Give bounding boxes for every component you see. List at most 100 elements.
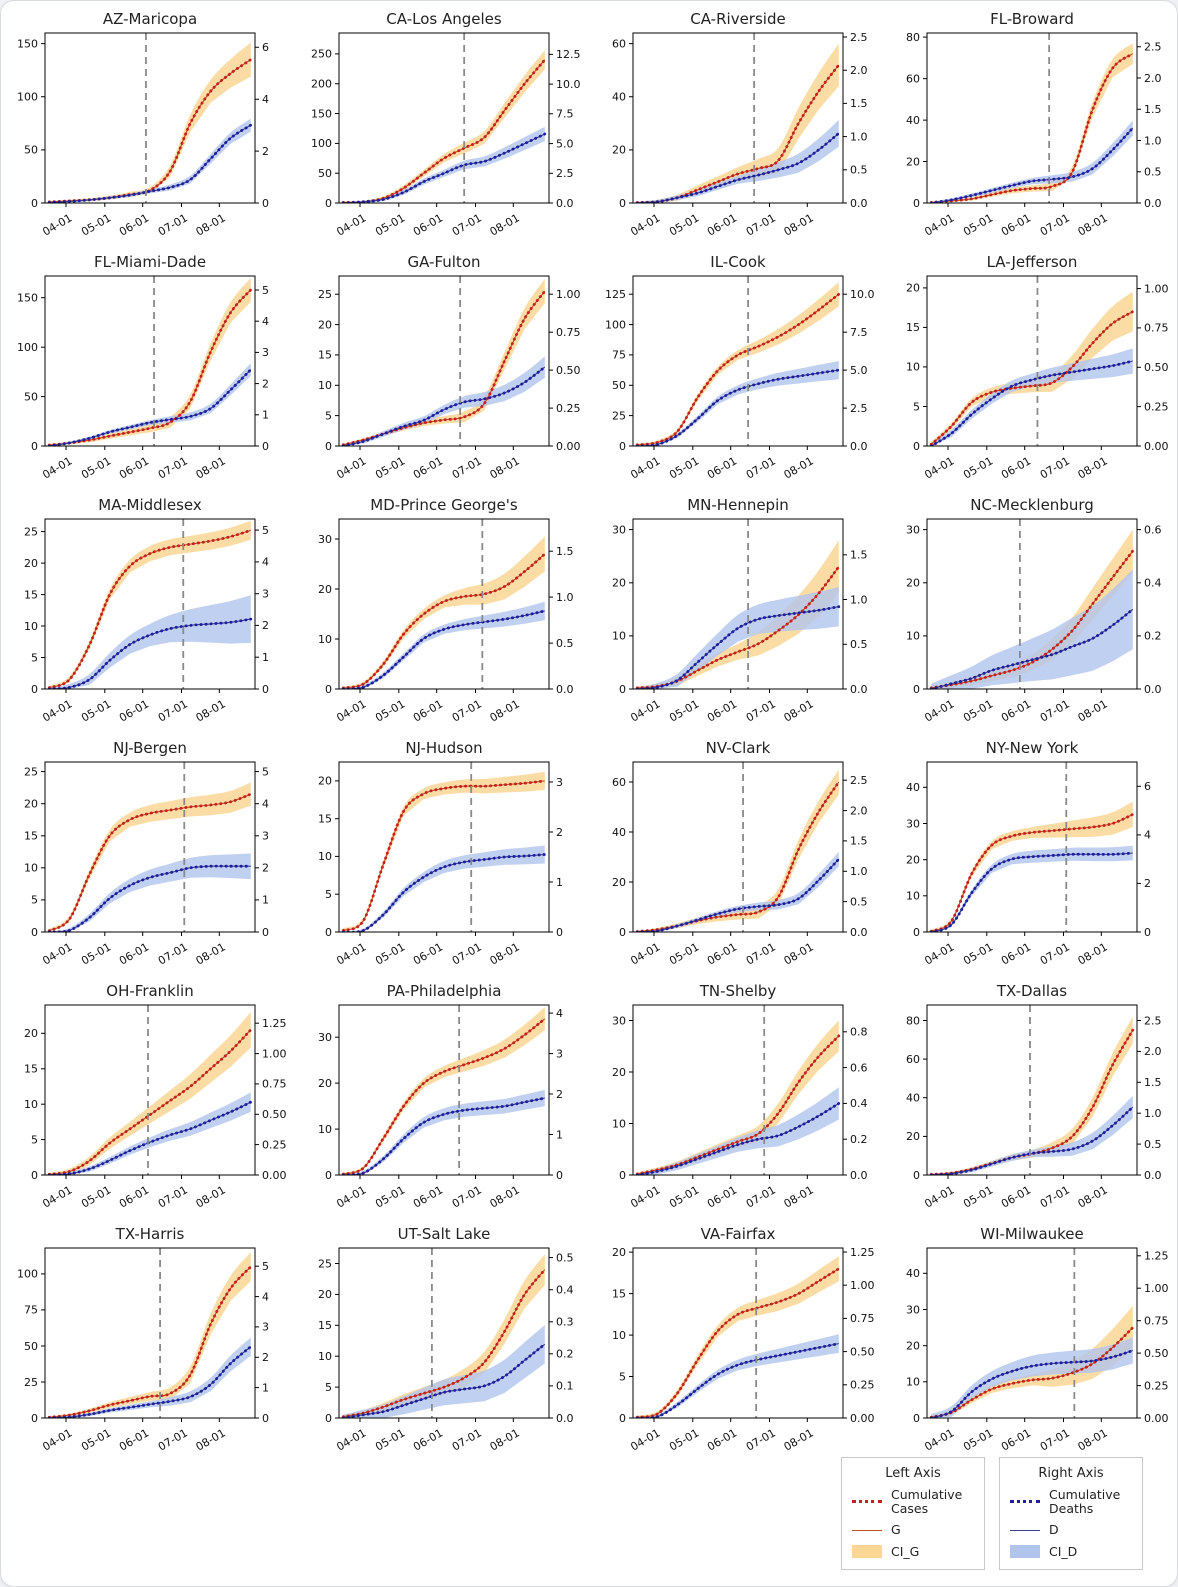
svg-text:06-01: 06-01 bbox=[411, 697, 445, 724]
ci-d-band bbox=[931, 845, 1133, 932]
ci-d-band bbox=[343, 601, 545, 689]
svg-text:2: 2 bbox=[262, 619, 269, 632]
svg-text:06-01: 06-01 bbox=[411, 454, 445, 481]
svg-text:04-01: 04-01 bbox=[628, 1426, 662, 1453]
legend-left-axis: Left Axis Cumulative Cases G CI_G bbox=[841, 1456, 985, 1570]
cases-dots bbox=[929, 549, 1135, 689]
plot-frame bbox=[338, 275, 550, 447]
d-fit-line bbox=[49, 369, 252, 446]
svg-text:1.0: 1.0 bbox=[1144, 134, 1162, 147]
ci-g-band bbox=[49, 1252, 251, 1418]
svg-text:05-01: 05-01 bbox=[79, 454, 113, 481]
svg-text:07-01: 07-01 bbox=[744, 454, 778, 481]
svg-text:15: 15 bbox=[24, 1063, 38, 1076]
svg-text:05-01: 05-01 bbox=[373, 940, 407, 967]
svg-text:08-01: 08-01 bbox=[1076, 940, 1110, 967]
x-axis: 04-01 05-01 06-01 07-01 08-01 bbox=[40, 446, 228, 482]
subplot-title: VA-Fairfax bbox=[701, 1225, 776, 1243]
subplot-mn-hennepin: MN-Hennepin 0 10 20 30 0.0 0.5 1.0 1.5 04-01 05-01… bbox=[589, 493, 883, 736]
svg-text:2.0: 2.0 bbox=[1144, 72, 1162, 85]
svg-text:10: 10 bbox=[906, 890, 920, 903]
y-axis-right: 0.00 0.25 0.50 0.75 1.00 1.25 bbox=[255, 1017, 287, 1182]
svg-text:04-01: 04-01 bbox=[628, 940, 662, 967]
svg-text:30: 30 bbox=[318, 533, 332, 546]
svg-text:5: 5 bbox=[262, 524, 269, 537]
svg-text:20: 20 bbox=[906, 282, 920, 295]
svg-text:05-01: 05-01 bbox=[667, 1426, 701, 1453]
legend-item-ci-d: CI_D bbox=[1010, 1544, 1132, 1559]
y-axis-right: 0.00 0.25 0.50 0.75 1.00 1.25 bbox=[1137, 1250, 1169, 1425]
svg-text:5: 5 bbox=[262, 284, 269, 297]
svg-text:0.25: 0.25 bbox=[1144, 400, 1169, 413]
d-fit-line bbox=[931, 127, 1134, 203]
deaths-dots bbox=[341, 1342, 547, 1418]
subplot-nv-clark: NV-Clark 0 20 40 60 0.0 0.5 1.0 1.5 2.0 2.5 04-01 05… bbox=[589, 736, 883, 979]
svg-text:20: 20 bbox=[906, 1130, 920, 1143]
svg-text:60: 60 bbox=[612, 776, 626, 789]
cases-dots bbox=[929, 1326, 1135, 1418]
svg-text:20: 20 bbox=[906, 1340, 920, 1353]
x-axis: 04-01 05-01 06-01 07-01 08-01 bbox=[334, 932, 522, 968]
svg-text:06-01: 06-01 bbox=[117, 697, 151, 724]
svg-text:04-01: 04-01 bbox=[922, 697, 956, 724]
svg-text:07-01: 07-01 bbox=[1038, 940, 1072, 967]
deaths-dots bbox=[47, 864, 253, 932]
x-axis: 04-01 05-01 06-01 07-01 08-01 bbox=[40, 203, 228, 239]
svg-text:20: 20 bbox=[612, 144, 626, 157]
svg-text:2.5: 2.5 bbox=[1144, 1014, 1162, 1027]
svg-text:04-01: 04-01 bbox=[334, 211, 368, 238]
ci-d-band bbox=[637, 1087, 839, 1175]
svg-text:0: 0 bbox=[556, 1169, 563, 1182]
svg-text:10: 10 bbox=[318, 379, 332, 392]
svg-text:04-01: 04-01 bbox=[628, 697, 662, 724]
svg-text:40: 40 bbox=[906, 1267, 920, 1280]
svg-text:05-01: 05-01 bbox=[667, 940, 701, 967]
svg-text:25: 25 bbox=[24, 525, 38, 538]
svg-text:150: 150 bbox=[311, 107, 332, 120]
svg-text:0.25: 0.25 bbox=[1144, 1379, 1169, 1392]
svg-text:1: 1 bbox=[556, 1128, 563, 1141]
svg-text:250: 250 bbox=[311, 48, 332, 61]
svg-text:7.5: 7.5 bbox=[556, 108, 574, 121]
svg-text:75: 75 bbox=[24, 1304, 38, 1317]
deaths-dots bbox=[635, 857, 841, 932]
svg-text:10.0: 10.0 bbox=[556, 78, 581, 91]
svg-text:0.2: 0.2 bbox=[556, 1348, 574, 1361]
y-axis-left: 0 5 10 15 20 25 bbox=[318, 288, 339, 453]
x-axis: 04-01 05-01 06-01 07-01 08-01 bbox=[628, 1418, 816, 1454]
legend-right-title: Right Axis bbox=[1038, 1465, 1104, 1481]
svg-text:0: 0 bbox=[325, 683, 332, 696]
svg-text:08-01: 08-01 bbox=[782, 940, 816, 967]
ci-d-band bbox=[931, 1095, 1133, 1175]
svg-text:04-01: 04-01 bbox=[40, 1426, 74, 1453]
y-axis-right: 0 1 2 3 4 5 bbox=[255, 1260, 269, 1425]
svg-text:08-01: 08-01 bbox=[1076, 454, 1110, 481]
legend-right-axis: Right Axis Cumulative Deaths D CI_D bbox=[999, 1456, 1143, 1570]
svg-text:3: 3 bbox=[262, 830, 269, 843]
svg-text:05-01: 05-01 bbox=[961, 1426, 995, 1453]
svg-text:0.75: 0.75 bbox=[556, 326, 581, 339]
svg-text:10: 10 bbox=[906, 630, 920, 643]
plot-frame bbox=[44, 518, 256, 690]
subplot-fl-miami-dade: FL-Miami-Dade 0 50 100 150 0 1 2 3 4 5 04-01 05-01 06… bbox=[1, 250, 295, 493]
y-axis-right: 0.0 0.5 1.0 1.5 2.0 2.5 bbox=[1137, 1014, 1162, 1182]
x-axis: 04-01 05-01 06-01 07-01 08-01 bbox=[334, 1175, 522, 1211]
legend: Left Axis Cumulative Cases G CI_G Right … bbox=[841, 1456, 1143, 1570]
ci-d-band bbox=[931, 569, 1133, 689]
subplot-la-jefferson: LA-Jefferson 0 5 10 15 20 0.00 0.25 0.50 0.75 1.00… bbox=[883, 250, 1177, 493]
svg-text:04-01: 04-01 bbox=[40, 940, 74, 967]
svg-text:1.25: 1.25 bbox=[262, 1017, 287, 1030]
y-axis-left: 0 20 40 60 80 bbox=[906, 31, 927, 210]
ci-g-band bbox=[637, 1020, 839, 1175]
subplot-ny-new-york: NY-New York 0 10 20 30 40 0 2 4 6 04-01 05-01 06-01 0… bbox=[883, 736, 1177, 979]
legend-item-d: D bbox=[1010, 1522, 1132, 1537]
svg-text:06-01: 06-01 bbox=[999, 454, 1033, 481]
svg-text:05-01: 05-01 bbox=[667, 454, 701, 481]
svg-text:06-01: 06-01 bbox=[999, 211, 1033, 238]
svg-text:5: 5 bbox=[619, 1370, 626, 1383]
plot-frame bbox=[926, 275, 1138, 447]
svg-text:06-01: 06-01 bbox=[411, 211, 445, 238]
y-axis-left: 0 5 10 15 20 25 bbox=[24, 765, 45, 939]
subplot-title: AZ-Maricopa bbox=[103, 10, 197, 28]
svg-text:0.50: 0.50 bbox=[556, 364, 581, 377]
